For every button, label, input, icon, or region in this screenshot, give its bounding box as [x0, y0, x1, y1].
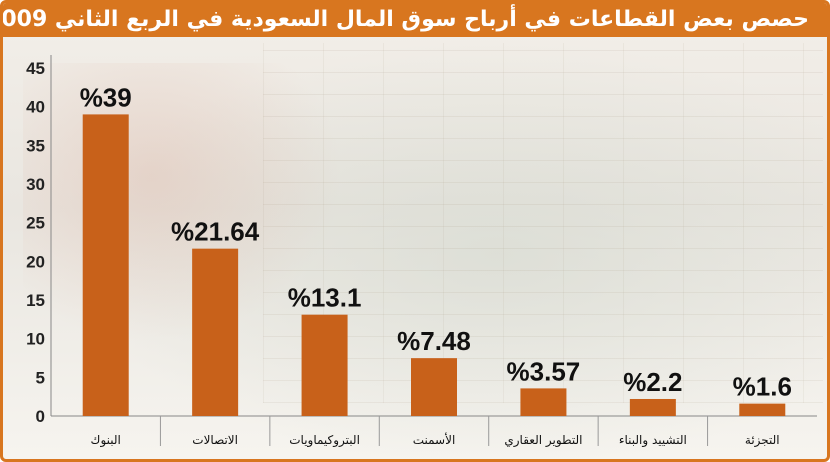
category-label: الاتصالات: [192, 433, 238, 447]
category-label: التطوير العقاري: [504, 433, 582, 448]
data-labels: %39 %21.64 %13.1 %7.48 %3.57 %2.2 %1.6: [80, 82, 792, 401]
y-tick-label: 45: [26, 59, 45, 78]
y-tick-label: 40: [26, 98, 45, 117]
bars: [82, 114, 786, 417]
category-label: التشييد والبناء: [619, 433, 687, 448]
data-label: %21.64: [171, 217, 260, 247]
category-label: الأسمنت: [413, 432, 456, 447]
y-tick-label: 15: [26, 291, 45, 310]
background-photo-blur: [23, 63, 343, 343]
y-tick-label: 30: [26, 175, 45, 194]
data-label: %1.6: [733, 372, 792, 402]
bar: [301, 314, 348, 416]
data-label: %7.48: [397, 326, 471, 356]
data-label: %13.1: [288, 283, 362, 313]
y-tick-label: 0: [36, 407, 45, 426]
bar: [520, 388, 567, 416]
chart-title: حصص بعض القطاعات في أرباح سوق المال السع…: [1, 7, 809, 32]
data-label: %3.57: [507, 356, 581, 386]
y-tick-label: 10: [26, 330, 45, 349]
category-label: التجزئة: [745, 433, 780, 448]
y-tick-label: 35: [26, 136, 45, 155]
category-label: البنوك: [91, 433, 121, 448]
category-label: البتروكيماويات: [289, 433, 360, 448]
data-label: %2.2: [623, 367, 682, 397]
bar: [739, 403, 786, 416]
category-labels: البنوك الاتصالات البتروكيماويات الأسمنت التط…: [91, 416, 780, 448]
bar: [629, 398, 676, 416]
y-tick-label: 20: [26, 252, 45, 271]
title-bar: حصص بعض القطاعات في أرباح سوق المال السع…: [3, 3, 827, 37]
bar: [411, 358, 457, 416]
background-photo-texture: [263, 43, 823, 403]
y-tick-label: 5: [36, 368, 45, 387]
data-label: %39: [80, 82, 132, 112]
y-tick-label: 25: [26, 214, 45, 233]
bar: [82, 114, 129, 417]
bar: [192, 248, 239, 416]
